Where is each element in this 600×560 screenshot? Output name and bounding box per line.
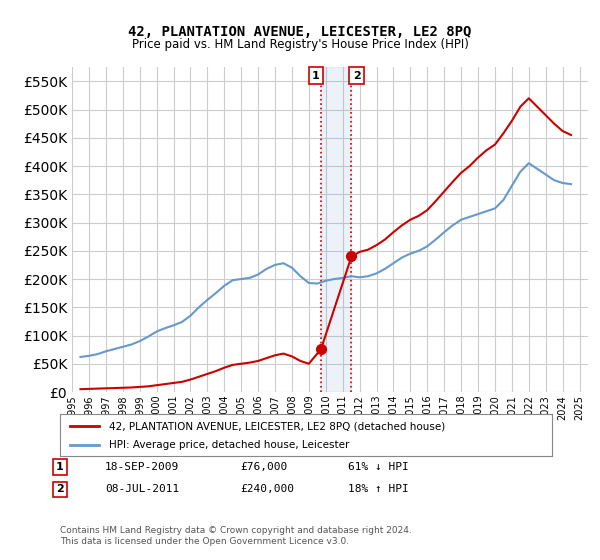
Text: Contains HM Land Registry data © Crown copyright and database right 2024.
This d: Contains HM Land Registry data © Crown c… bbox=[60, 526, 412, 546]
Text: 18-SEP-2009: 18-SEP-2009 bbox=[105, 462, 179, 472]
Text: £240,000: £240,000 bbox=[240, 484, 294, 494]
Text: 42, PLANTATION AVENUE, LEICESTER, LE2 8PQ (detached house): 42, PLANTATION AVENUE, LEICESTER, LE2 8P… bbox=[109, 421, 445, 431]
Text: 18% ↑ HPI: 18% ↑ HPI bbox=[348, 484, 409, 494]
Text: Price paid vs. HM Land Registry's House Price Index (HPI): Price paid vs. HM Land Registry's House … bbox=[131, 38, 469, 51]
Text: £76,000: £76,000 bbox=[240, 462, 287, 472]
Text: 2: 2 bbox=[353, 71, 361, 81]
Text: 2: 2 bbox=[56, 484, 64, 494]
Text: 08-JUL-2011: 08-JUL-2011 bbox=[105, 484, 179, 494]
Text: 1: 1 bbox=[56, 462, 64, 472]
Text: 42, PLANTATION AVENUE, LEICESTER, LE2 8PQ: 42, PLANTATION AVENUE, LEICESTER, LE2 8P… bbox=[128, 25, 472, 39]
Text: HPI: Average price, detached house, Leicester: HPI: Average price, detached house, Leic… bbox=[109, 440, 350, 450]
Text: 1: 1 bbox=[312, 71, 320, 81]
Text: 61% ↓ HPI: 61% ↓ HPI bbox=[348, 462, 409, 472]
Bar bbox=[321, 67, 352, 392]
